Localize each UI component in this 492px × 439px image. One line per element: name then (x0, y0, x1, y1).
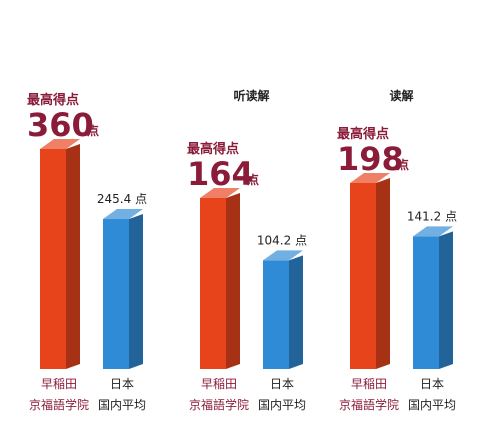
bar-japan-side (289, 255, 303, 369)
data-label-value: 198 (337, 140, 404, 178)
data-label-unit: 点 (397, 157, 409, 172)
tick-label-japan-line1: 日本 (110, 377, 134, 391)
bar-japan-front (413, 236, 439, 369)
tick-label-japan-line2: 国内平均 (98, 398, 146, 412)
data-label-value: 164 (187, 155, 254, 193)
bar-japan-front (263, 260, 289, 369)
bar-school-top (40, 139, 80, 149)
bar-japan (103, 209, 143, 369)
bar-japan-top (263, 250, 303, 261)
bar-japan (263, 250, 303, 369)
bar-school-top (350, 173, 390, 183)
bar-school-front (200, 198, 226, 369)
bar-japan-front (103, 219, 129, 369)
bar-japan-side (439, 231, 453, 369)
tick-label-school-line2: 京福語学院 (29, 397, 89, 412)
data-label-caption: 最高得点 (27, 92, 79, 108)
tick-label-school-line1: 早稲田 (41, 377, 77, 391)
data-label-caption: 最高得点 (187, 141, 239, 157)
bar-school-side (66, 144, 80, 369)
bar-school-side (376, 178, 390, 369)
tick-label-japan-line2: 国内平均 (258, 398, 306, 412)
bar-school (40, 139, 80, 369)
data-label-japan: 245.4 点 (97, 192, 147, 206)
tick-label-school-line2: 京福語学院 (189, 397, 249, 412)
bar-japan-top (103, 209, 143, 220)
tick-label-school-line1: 早稲田 (351, 377, 387, 391)
bar-school (200, 188, 240, 369)
chart-title: 读解 (389, 88, 413, 103)
bar-japan-side (129, 214, 143, 369)
bar-japan (413, 226, 453, 369)
tick-label-school-line2: 京福語学院 (339, 397, 399, 412)
bar-school-front (40, 149, 66, 369)
chart-title: 听读解 (233, 88, 269, 103)
data-label-caption: 最高得点 (337, 126, 389, 142)
data-label-unit: 点 (247, 172, 259, 187)
tick-label-school-line1: 早稲田 (201, 377, 237, 391)
data-label-japan: 104.2 点 (257, 233, 307, 247)
tick-label-japan-line2: 国内平均 (408, 398, 456, 412)
bar-school-side (226, 193, 240, 369)
data-label-value: 360 (27, 106, 94, 144)
bar-school-top (200, 188, 240, 198)
bar-japan-top (413, 226, 453, 237)
data-label-japan: 141.2 点 (407, 209, 457, 223)
tick-label-japan-line1: 日本 (270, 377, 294, 391)
tick-label-japan-line1: 日本 (420, 377, 444, 391)
bar-school-front (350, 183, 376, 369)
data-label-unit: 点 (87, 123, 99, 138)
bar-school (350, 173, 390, 369)
